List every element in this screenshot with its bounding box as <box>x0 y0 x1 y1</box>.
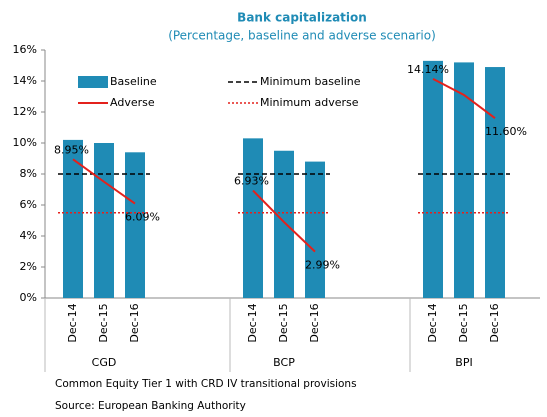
data-label: 11.60% <box>485 125 527 138</box>
x-tick-label: Dec-15 <box>277 303 290 342</box>
bar <box>274 150 294 298</box>
data-label: 6.93% <box>234 175 269 188</box>
x-tick-label: Dec-14 <box>426 303 439 342</box>
chart-subtitle: (Percentage, baseline and adverse scenar… <box>168 29 436 43</box>
y-tick-label: 10% <box>13 136 37 149</box>
bar <box>94 143 114 298</box>
legend-label: Minimum baseline <box>260 75 361 88</box>
group-label: BCP <box>273 356 295 369</box>
data-label: 8.95% <box>54 143 89 156</box>
x-tick-label: Dec-16 <box>488 303 501 342</box>
bar <box>485 67 505 298</box>
y-tick-label: 14% <box>13 74 37 87</box>
group-label: CGD <box>92 356 117 369</box>
x-tick-label: Dec-14 <box>246 303 259 342</box>
bar <box>63 139 83 298</box>
bar <box>305 161 325 298</box>
line <box>252 189 316 253</box>
data-label: 14.14% <box>407 63 449 76</box>
x-tick-label: Dec-16 <box>128 303 141 342</box>
x-tick-label: Dec-15 <box>457 303 470 342</box>
y-tick-label: 4% <box>20 229 37 242</box>
y-tick-label: 16% <box>13 43 37 56</box>
y-tick-label: 12% <box>13 105 37 118</box>
y-tick-label: 6% <box>20 198 37 211</box>
y-tick-label: 2% <box>20 260 37 273</box>
x-tick-label: Dec-14 <box>66 303 79 342</box>
legend-label: Baseline <box>110 75 157 88</box>
legend-swatch <box>78 76 108 88</box>
chart-title: Bank capitalization <box>237 11 367 25</box>
data-label: 2.99% <box>305 259 340 272</box>
line <box>432 77 496 119</box>
x-tick-label: Dec-16 <box>308 303 321 342</box>
line <box>72 158 136 205</box>
legend-label: Minimum adverse <box>260 96 359 109</box>
data-label: 6.09% <box>125 211 160 224</box>
bar <box>423 60 443 298</box>
y-tick-label: 8% <box>20 167 37 180</box>
bar <box>454 62 474 299</box>
group-label: BPI <box>455 356 472 369</box>
bar <box>243 138 263 298</box>
x-tick-label: Dec-15 <box>97 303 110 342</box>
y-tick-label: 0% <box>20 291 37 304</box>
legend-label: Adverse <box>110 96 155 109</box>
note: Common Equity Tier 1 with CRD IV transit… <box>55 378 357 390</box>
note: Source: European Banking Authority <box>55 400 246 412</box>
bar <box>125 152 145 298</box>
